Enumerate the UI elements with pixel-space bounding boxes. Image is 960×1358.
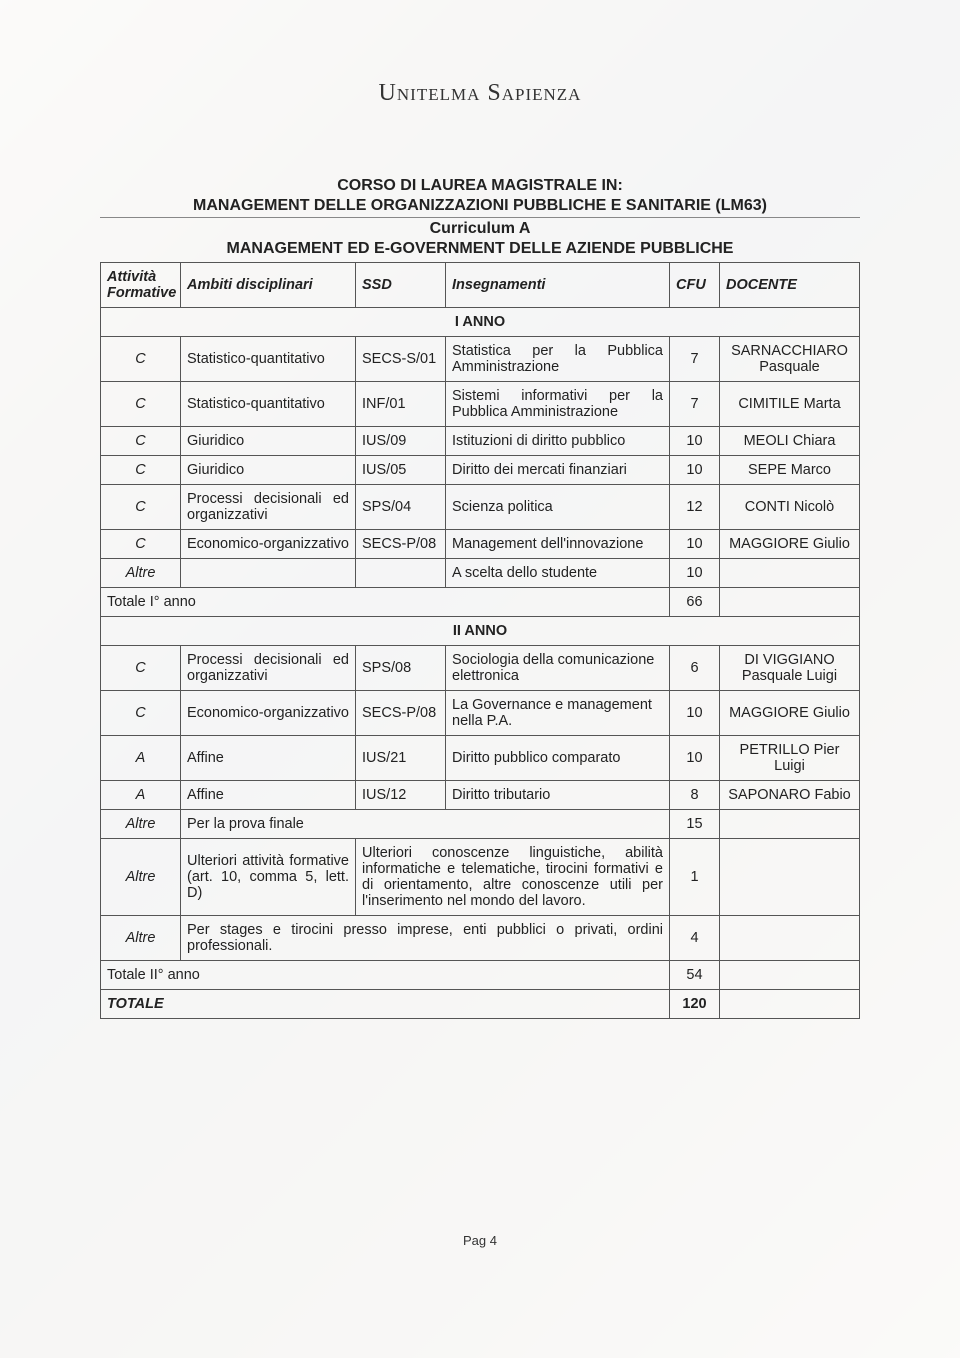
- table-row: CGiuridicoIUS/05Diritto dei mercati fina…: [101, 456, 860, 485]
- divider-line: [100, 217, 860, 218]
- table-body: I ANNOCStatistico-quantitativoSECS-S/01S…: [101, 308, 860, 1019]
- table-row: CProcessi decisionali ed organizzativiSP…: [101, 646, 860, 691]
- table-row: AltreUlteriori attività formative (art. …: [101, 839, 860, 916]
- table-row: CEconomico-organizzativoSECS-P/08Managem…: [101, 530, 860, 559]
- table-row: AltrePer stages e tirocini presso impres…: [101, 916, 860, 961]
- header-line2: MANAGEMENT DELLE ORGANIZZAZIONI PUBBLICH…: [100, 197, 860, 215]
- table-row: Totale II° anno54: [101, 961, 860, 990]
- table-row: I ANNO: [101, 308, 860, 337]
- table-row: AAffineIUS/12Diritto tributario8SAPONARO…: [101, 781, 860, 810]
- table-row: CStatistico-quantitativoSECS-S/01Statist…: [101, 337, 860, 382]
- header-line1: CORSO DI LAUREA MAGISTRALE IN:: [100, 177, 860, 195]
- curriculum-table: Attività Formative Ambiti disciplinari S…: [100, 262, 860, 1019]
- header-line3: Curriculum A: [100, 220, 860, 238]
- col-cfu: CFU: [670, 263, 720, 308]
- table-row: TOTALE120: [101, 990, 860, 1019]
- table-row: Totale I° anno66: [101, 588, 860, 617]
- table-row: AAffineIUS/21Diritto pubblico comparato1…: [101, 736, 860, 781]
- table-row: CGiuridicoIUS/09Istituzioni di diritto p…: [101, 427, 860, 456]
- col-ssd: SSD: [356, 263, 446, 308]
- brand-title: Unitelma Sapienza: [100, 80, 860, 107]
- col-ambiti: Ambiti disciplinari: [181, 263, 356, 308]
- header-block: CORSO DI LAUREA MAGISTRALE IN: MANAGEMEN…: [100, 177, 860, 258]
- table-row: CEconomico-organizzativoSECS-P/08La Gove…: [101, 691, 860, 736]
- col-docente: DOCENTE: [720, 263, 860, 308]
- table-row: CProcessi decisionali ed organizzativiSP…: [101, 485, 860, 530]
- page-footer: Pag 4: [0, 1233, 960, 1248]
- table-row: CStatistico-quantitativoINF/01Sistemi in…: [101, 382, 860, 427]
- header-line4: MANAGEMENT ED E-GOVERNMENT DELLE AZIENDE…: [100, 240, 860, 258]
- table-row: AltreA scelta dello studente10: [101, 559, 860, 588]
- page-container: Unitelma Sapienza CORSO DI LAUREA MAGIST…: [0, 0, 960, 1358]
- col-insegnamenti: Insegnamenti: [446, 263, 670, 308]
- col-attivita: Attività Formative: [101, 263, 181, 308]
- table-row: II ANNO: [101, 617, 860, 646]
- table-row: AltrePer la prova finale15: [101, 810, 860, 839]
- table-header-row: Attività Formative Ambiti disciplinari S…: [101, 263, 860, 308]
